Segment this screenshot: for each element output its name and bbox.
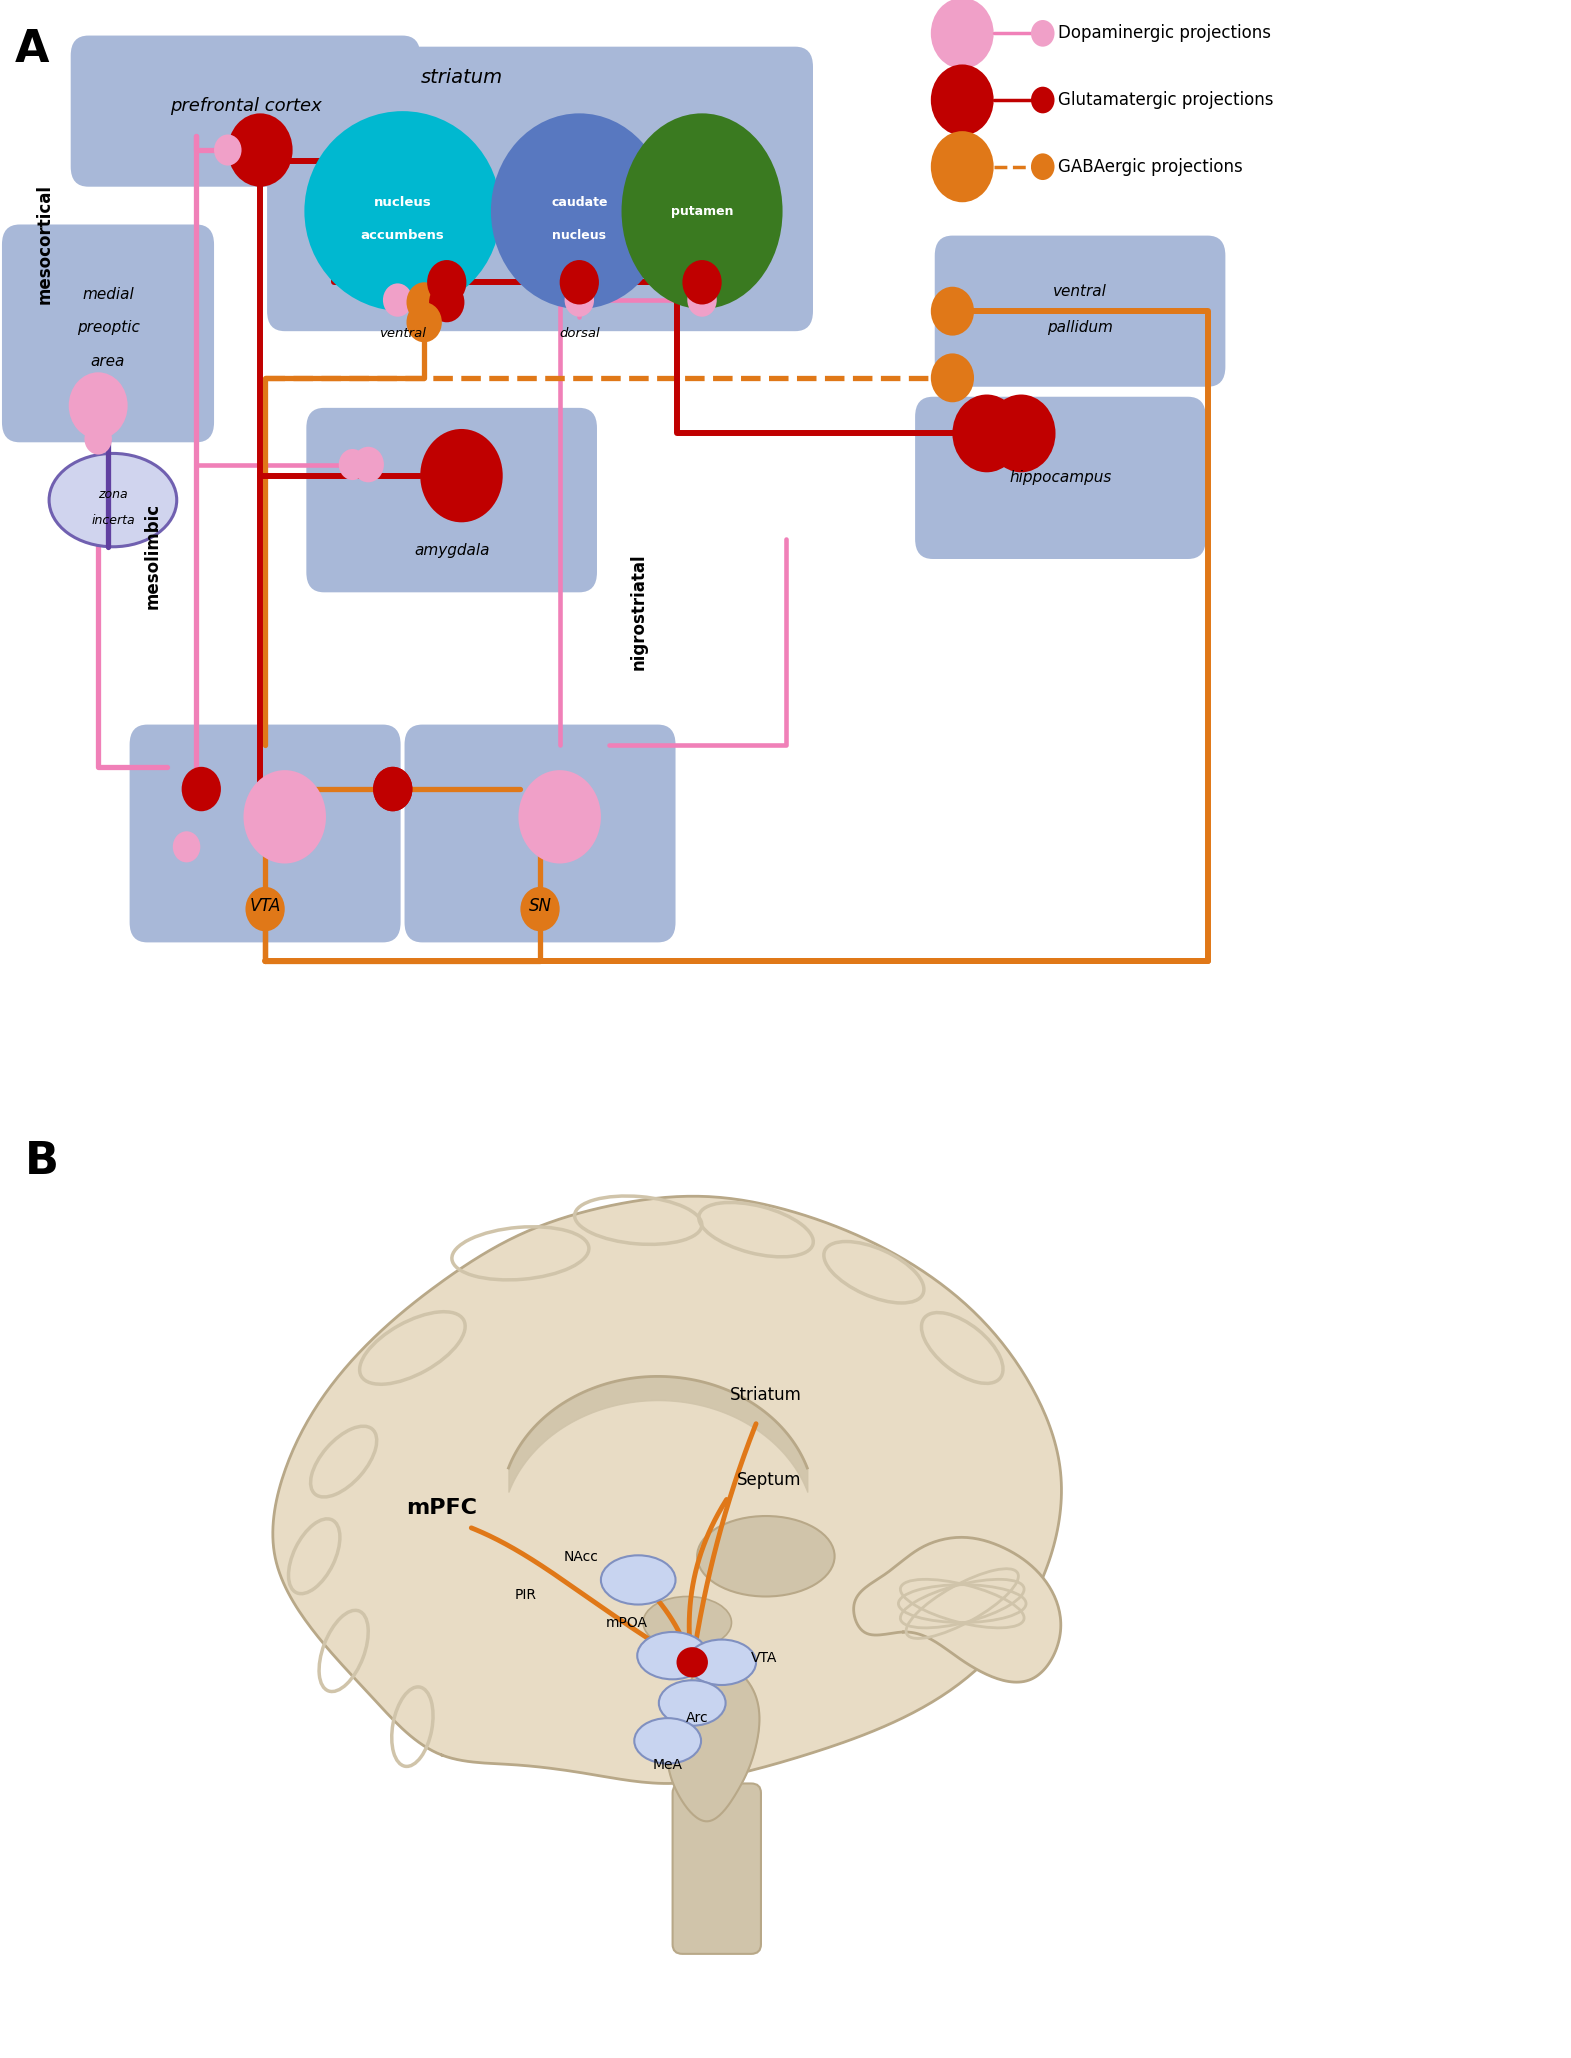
FancyBboxPatch shape [267, 47, 814, 331]
Text: mesocortical: mesocortical [35, 185, 53, 305]
Ellipse shape [687, 1640, 756, 1686]
Text: PIR: PIR [514, 1589, 536, 1601]
FancyBboxPatch shape [935, 235, 1225, 387]
Text: caudate: caudate [551, 196, 608, 208]
Text: VTA: VTA [751, 1651, 778, 1665]
Text: prefrontal cortex: prefrontal cortex [170, 97, 322, 115]
Circle shape [244, 770, 325, 864]
Circle shape [952, 395, 1021, 473]
Text: GABAergic projections: GABAergic projections [1059, 158, 1243, 175]
Text: preoptic: preoptic [77, 321, 140, 335]
Ellipse shape [638, 1632, 709, 1679]
Text: area: area [91, 354, 126, 368]
Ellipse shape [635, 1718, 701, 1764]
Text: dorsal: dorsal [559, 327, 600, 340]
Circle shape [352, 447, 383, 482]
Circle shape [421, 428, 503, 523]
Polygon shape [273, 1196, 1062, 1784]
Text: hippocampus: hippocampus [1009, 471, 1112, 486]
Circle shape [374, 768, 412, 811]
Text: accumbens: accumbens [361, 228, 445, 243]
Text: amygdala: amygdala [413, 543, 490, 558]
FancyBboxPatch shape [71, 35, 419, 187]
Text: Glutamatergic projections: Glutamatergic projections [1059, 91, 1274, 109]
Circle shape [228, 113, 292, 187]
Text: medial: medial [82, 286, 134, 303]
Polygon shape [853, 1537, 1060, 1681]
Text: pallidum: pallidum [1048, 321, 1112, 335]
Text: mPFC: mPFC [407, 1498, 478, 1517]
FancyBboxPatch shape [2, 224, 214, 442]
FancyBboxPatch shape [129, 724, 401, 943]
Ellipse shape [658, 1679, 726, 1727]
Text: nucleus: nucleus [553, 228, 606, 243]
Text: Dopaminergic projections: Dopaminergic projections [1059, 25, 1271, 43]
Ellipse shape [622, 113, 782, 309]
Text: zona: zona [97, 488, 127, 500]
Circle shape [407, 303, 441, 342]
Text: SN: SN [528, 897, 551, 914]
Text: mesolimbic: mesolimbic [143, 502, 162, 609]
Circle shape [930, 286, 974, 335]
Circle shape [1031, 154, 1054, 179]
Circle shape [682, 259, 721, 305]
Circle shape [182, 768, 222, 811]
Text: nucleus: nucleus [374, 196, 432, 208]
Ellipse shape [643, 1597, 732, 1648]
Circle shape [930, 0, 993, 68]
Circle shape [383, 284, 412, 317]
Text: Septum: Septum [737, 1471, 801, 1490]
Circle shape [987, 395, 1056, 473]
Circle shape [564, 284, 594, 317]
Circle shape [930, 132, 993, 202]
Ellipse shape [305, 111, 501, 311]
Text: incerta: incerta [91, 514, 135, 527]
Text: NAcc: NAcc [564, 1550, 599, 1564]
Ellipse shape [492, 113, 668, 309]
Text: ventral: ventral [1053, 284, 1108, 298]
Text: Striatum: Striatum [731, 1385, 801, 1404]
Text: striatum: striatum [421, 68, 503, 86]
Circle shape [520, 887, 559, 932]
FancyBboxPatch shape [405, 724, 676, 943]
Circle shape [69, 372, 127, 438]
Text: putamen: putamen [671, 204, 734, 218]
Circle shape [930, 354, 974, 401]
Circle shape [214, 134, 242, 165]
Text: B: B [25, 1140, 58, 1183]
Circle shape [1031, 21, 1054, 47]
FancyBboxPatch shape [672, 1784, 760, 1953]
Circle shape [930, 64, 993, 136]
Circle shape [85, 424, 112, 455]
Circle shape [688, 284, 716, 317]
Text: nigrostriatal: nigrostriatal [630, 554, 647, 669]
Circle shape [407, 282, 441, 323]
Ellipse shape [698, 1517, 834, 1597]
Circle shape [427, 259, 467, 305]
Ellipse shape [49, 453, 176, 547]
FancyBboxPatch shape [914, 397, 1207, 560]
Text: VTA: VTA [250, 897, 281, 914]
Ellipse shape [600, 1556, 676, 1605]
FancyBboxPatch shape [306, 407, 597, 593]
Circle shape [1031, 86, 1054, 113]
Circle shape [339, 449, 366, 480]
Circle shape [374, 768, 412, 811]
Circle shape [559, 259, 599, 305]
Text: A: A [14, 27, 49, 70]
Polygon shape [668, 1659, 759, 1821]
Circle shape [245, 887, 284, 932]
Text: ventral: ventral [379, 327, 426, 340]
Circle shape [677, 1646, 709, 1677]
Text: Arc: Arc [687, 1710, 709, 1725]
Circle shape [518, 770, 600, 864]
Text: MeA: MeA [652, 1758, 683, 1772]
Circle shape [429, 282, 465, 323]
Circle shape [173, 831, 201, 862]
Text: mPOA: mPOA [606, 1616, 647, 1630]
